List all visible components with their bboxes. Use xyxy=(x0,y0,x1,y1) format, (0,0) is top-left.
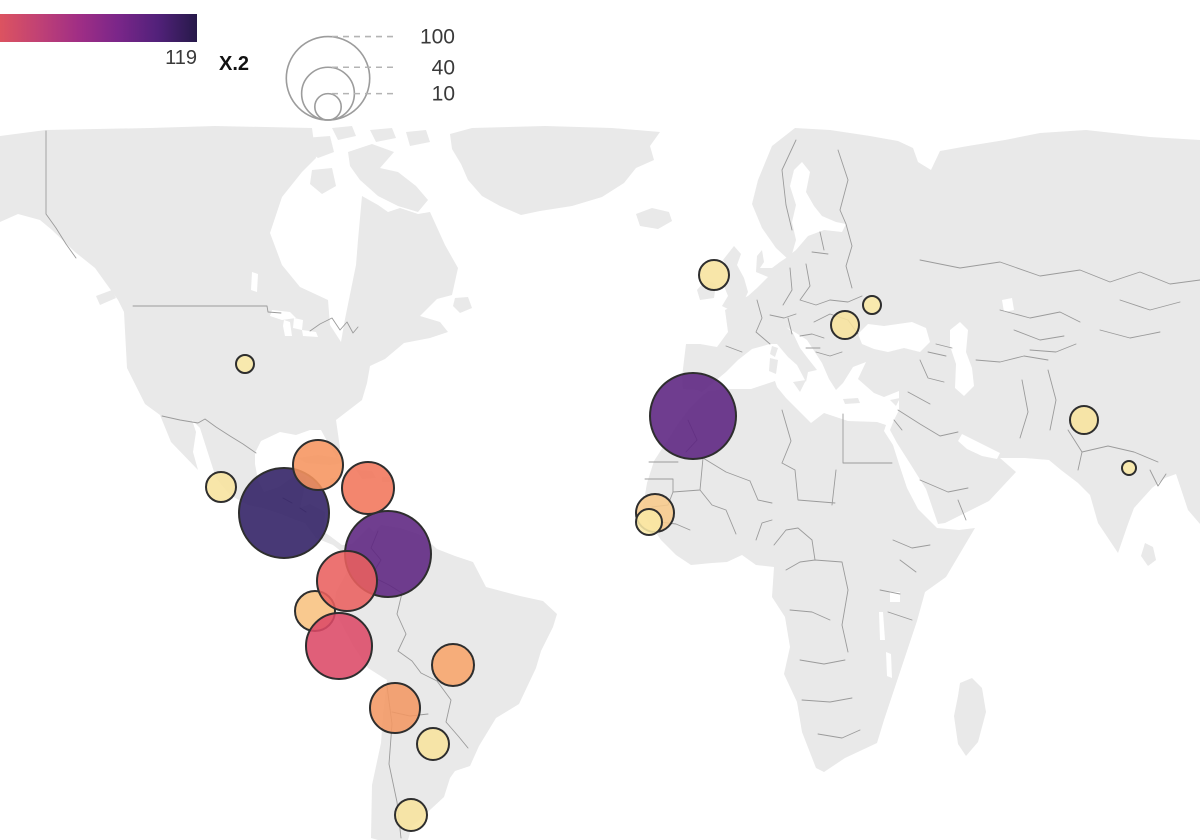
data-bubbles xyxy=(205,259,1137,832)
bubble-romania[interactable] xyxy=(830,310,860,340)
bubble-senegal-b[interactable] xyxy=(635,508,663,536)
inland-water xyxy=(251,272,1014,678)
bubble-ireland-uk[interactable] xyxy=(698,259,730,291)
bubble-peru[interactable] xyxy=(305,612,373,680)
bubble-northwest-africa[interactable] xyxy=(649,372,737,460)
size-legend-tick-label: 40 xyxy=(432,56,455,79)
size-legend-tick-label: 10 xyxy=(432,83,455,106)
bubble-brazil[interactable] xyxy=(431,643,475,687)
size-legend-circle-10 xyxy=(314,92,342,121)
country-borders xyxy=(45,130,1200,839)
size-legend-title: X.2 xyxy=(219,53,250,75)
bubble-usa[interactable] xyxy=(235,354,255,374)
bubble-bolivia[interactable] xyxy=(369,682,421,734)
bubble-north-argentina[interactable] xyxy=(416,727,450,761)
bubble-india[interactable] xyxy=(1121,460,1137,476)
size-legend-tick-label: 100 xyxy=(420,26,455,49)
bubble-argentina[interactable] xyxy=(394,798,428,832)
bubble-hispaniola[interactable] xyxy=(341,461,395,515)
bubble-mexico[interactable] xyxy=(205,471,237,503)
landmasses xyxy=(0,126,1200,840)
bubble-central-america[interactable] xyxy=(238,467,330,559)
bubble-cuba[interactable] xyxy=(292,439,344,491)
colorbar-max-label: 119 xyxy=(165,47,197,69)
bubble-ukraine[interactable] xyxy=(862,295,882,315)
colorbar-gradient xyxy=(0,14,197,42)
size-legend: 100 40 10 xyxy=(285,26,455,121)
bubble-colombia[interactable] xyxy=(316,550,378,612)
bubble-pakistan[interactable] xyxy=(1069,405,1099,435)
size-legend-circle-100 xyxy=(285,35,371,121)
